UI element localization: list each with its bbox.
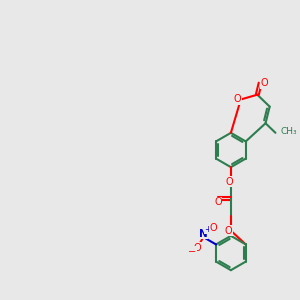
Text: O: O	[225, 226, 232, 236]
Text: O: O	[233, 94, 241, 104]
Text: CH₃: CH₃	[281, 127, 297, 136]
Text: O: O	[209, 223, 217, 233]
Text: O: O	[225, 177, 233, 187]
Text: O: O	[261, 78, 268, 88]
Text: O: O	[214, 197, 222, 208]
Text: −: −	[188, 247, 196, 257]
Text: +: +	[204, 225, 211, 234]
Text: N: N	[199, 229, 208, 238]
Text: O: O	[194, 242, 201, 253]
